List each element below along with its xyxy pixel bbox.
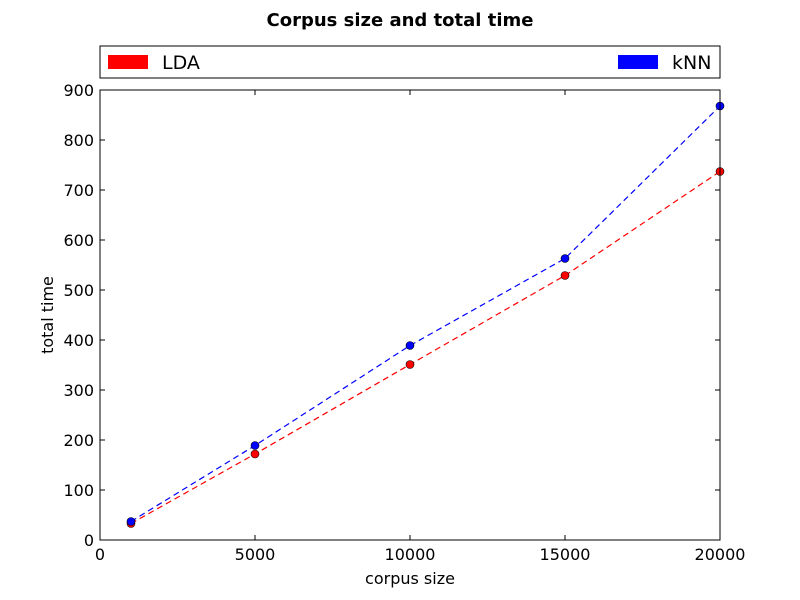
x-tick-label-4: 20000 bbox=[695, 545, 746, 564]
legend: LDA kNN bbox=[99, 45, 721, 79]
y-tick-label-6: 600 bbox=[63, 231, 94, 250]
x-tick-label-0: 0 bbox=[95, 545, 105, 564]
legend-label-knn: kNN bbox=[672, 52, 711, 74]
plot-frame bbox=[99, 89, 721, 541]
y-axis-label: total time bbox=[38, 276, 57, 354]
x-tick-label-1: 5000 bbox=[235, 545, 276, 564]
data-point-knn-0 bbox=[126, 517, 136, 526]
y-tick-label-5: 500 bbox=[63, 281, 94, 300]
series-line-knn bbox=[130, 105, 721, 523]
y-tick-label-0: 0 bbox=[84, 531, 94, 550]
x-tick-label-3: 15000 bbox=[540, 545, 591, 564]
data-point-lda-2 bbox=[405, 360, 415, 369]
chart-title: Corpus size and total time bbox=[267, 10, 534, 31]
legend-label-lda: LDA bbox=[162, 52, 200, 74]
legend-swatch-lda bbox=[108, 55, 148, 69]
series-line-lda bbox=[130, 171, 721, 525]
x-axis-label: corpus size bbox=[365, 569, 455, 588]
x-tick-label-2: 10000 bbox=[385, 545, 436, 564]
data-point-lda-3 bbox=[560, 271, 570, 280]
y-tick-label-2: 200 bbox=[63, 431, 94, 450]
legend-swatch-knn bbox=[618, 55, 658, 69]
y-tick-label-1: 100 bbox=[63, 481, 94, 500]
plot-layer: 0 5000 10000 15000 20000 0 100 200 300 400 500 600 7… bbox=[63, 81, 745, 564]
data-point-knn-3 bbox=[560, 254, 570, 263]
y-tick-label-3: 300 bbox=[63, 381, 94, 400]
legend-box bbox=[99, 45, 721, 79]
y-tick-label-8: 800 bbox=[63, 131, 94, 150]
y-tick-label-7: 700 bbox=[63, 181, 94, 200]
data-point-knn-2 bbox=[405, 341, 415, 350]
data-point-knn-1 bbox=[250, 441, 260, 450]
y-tick-label-9: 900 bbox=[63, 81, 94, 100]
data-point-lda-1 bbox=[250, 449, 260, 459]
y-tick-label-4: 400 bbox=[63, 331, 94, 350]
